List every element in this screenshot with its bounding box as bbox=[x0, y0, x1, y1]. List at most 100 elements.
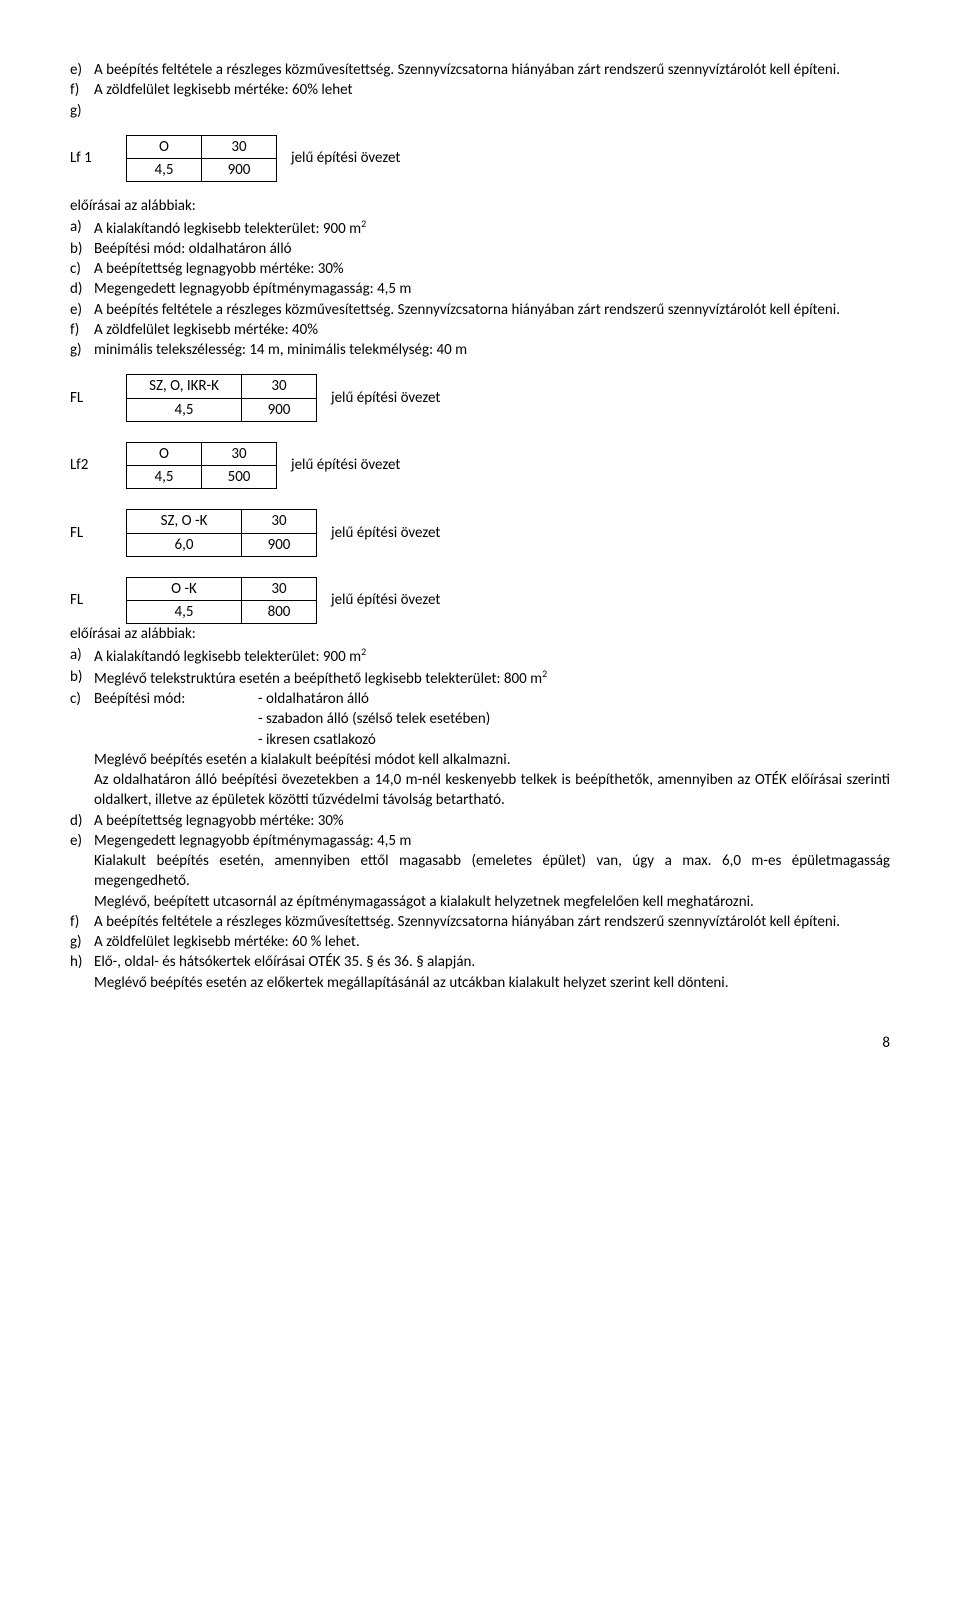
content: Beépítési mód:- oldalhatáron álló bbox=[94, 689, 890, 709]
zone-fl3: FL O -K 30 4,5 800 jelű építési övezet bbox=[70, 577, 890, 625]
cell: 6,0 bbox=[127, 533, 242, 556]
text: Meglévő telekstruktúra esetén a beépíthe… bbox=[94, 670, 542, 688]
marker: f) bbox=[70, 912, 94, 932]
sec2-b: b) Beépítési mód: oldalhatáron álló bbox=[70, 239, 890, 259]
cell: 30 bbox=[242, 510, 317, 533]
marker: e) bbox=[70, 300, 94, 320]
sec2-d: d) Megengedett legnagyobb építménymagass… bbox=[70, 279, 890, 299]
zone-fl1: FL SZ, O, IKR-K 30 4,5 900 jelű építési … bbox=[70, 374, 890, 422]
cell: 4,5 bbox=[127, 601, 242, 624]
cell: 800 bbox=[242, 601, 317, 624]
zone-fl2: FL SZ, O -K 30 6,0 900 jelű építési övez… bbox=[70, 509, 890, 557]
content: A beépítés feltétele a részleges közműve… bbox=[94, 300, 890, 320]
marker: e) bbox=[70, 831, 94, 851]
zone-lf1-label: Lf 1 bbox=[70, 148, 126, 168]
content: Megengedett legnagyobb építménymagasság:… bbox=[94, 279, 890, 299]
cell: 900 bbox=[242, 533, 317, 556]
e-p2: Meglévő, beépített utcasornál az építmén… bbox=[70, 892, 890, 912]
content: A zöldfelület legkisebb mértéke: 40% bbox=[94, 320, 890, 340]
sec3-c: c) Beépítési mód:- oldalhatáron álló bbox=[70, 689, 890, 709]
sec3-a: a) A kialakítandó legkisebb telekterület… bbox=[70, 645, 890, 667]
zone-lf2-table: O 30 4,5 500 bbox=[126, 442, 277, 490]
marker: d) bbox=[70, 279, 94, 299]
content: Megengedett legnagyobb építménymagasság:… bbox=[94, 831, 890, 851]
content: Meglévő telekstruktúra esetén a beépíthe… bbox=[94, 667, 890, 689]
zone-lf1-table: O 30 4,5 900 bbox=[126, 135, 277, 183]
item-g: g) bbox=[70, 101, 890, 121]
marker: d) bbox=[70, 811, 94, 831]
sec2-lead: előírásai az alábbiak: bbox=[70, 196, 890, 216]
e-p1: Kialakult beépítés esetén, amennyiben et… bbox=[70, 851, 890, 892]
content: Elő-, oldal- és hátsókertek előírásai OT… bbox=[94, 952, 890, 972]
zone-label: FL bbox=[70, 523, 126, 543]
content: A beépítettség legnagyobb mértéke: 30% bbox=[94, 259, 890, 279]
cell: 30 bbox=[242, 375, 317, 398]
cell: SZ, O, IKR-K bbox=[127, 375, 242, 398]
zone-lf1: Lf 1 O 30 4,5 900 jelű építési övezet bbox=[70, 135, 890, 183]
sec3-lead: előírásai az alábbiak: bbox=[70, 624, 890, 644]
marker: b) bbox=[70, 239, 94, 259]
item-f: f) A zöldfelület legkisebb mértéke: 60% … bbox=[70, 80, 890, 100]
cell: 30 bbox=[202, 442, 277, 465]
content: A beépítés feltétele a részleges közműve… bbox=[94, 912, 890, 932]
c-v1: - oldalhatáron álló bbox=[258, 690, 369, 708]
marker: g) bbox=[70, 340, 94, 360]
content: A beépítettség legnagyobb mértéke: 30% bbox=[94, 811, 890, 831]
cell: 30 bbox=[202, 135, 277, 158]
c-v2: - szabadon álló (szélső telek esetében) bbox=[70, 709, 890, 729]
cell: 4,5 bbox=[127, 159, 202, 182]
zone-suffix: jelű építési övezet bbox=[317, 388, 440, 408]
sec2-a: a) A kialakítandó legkisebb telekterület… bbox=[70, 217, 890, 239]
zone-label: Lf2 bbox=[70, 455, 126, 475]
zone-lf1-suffix: jelű építési övezet bbox=[277, 148, 400, 168]
content-f: A zöldfelület legkisebb mértéke: 60% leh… bbox=[94, 80, 890, 100]
marker: b) bbox=[70, 667, 94, 689]
zone-label: FL bbox=[70, 590, 126, 610]
zone-suffix: jelű építési övezet bbox=[277, 455, 400, 475]
sec2-c: c) A beépítettség legnagyobb mértéke: 30… bbox=[70, 259, 890, 279]
marker: a) bbox=[70, 217, 94, 239]
c-label: Beépítési mód: bbox=[94, 689, 258, 709]
sec3-e: e) Megengedett legnagyobb építménymagass… bbox=[70, 831, 890, 851]
zone-fl2-table: SZ, O -K 30 6,0 900 bbox=[126, 509, 317, 557]
zone-label: FL bbox=[70, 388, 126, 408]
marker: a) bbox=[70, 645, 94, 667]
sup: 2 bbox=[361, 217, 366, 230]
cell: 900 bbox=[202, 159, 277, 182]
content: A kialakítandó legkisebb telekterület: 9… bbox=[94, 645, 890, 667]
content: A kialakítandó legkisebb telekterület: 9… bbox=[94, 217, 890, 239]
sec3-f: f) A beépítés feltétele a részleges közm… bbox=[70, 912, 890, 932]
cell: 4,5 bbox=[127, 398, 242, 421]
content: minimális telekszélesség: 14 m, minimáli… bbox=[94, 340, 890, 360]
item-e: e) A beépítés feltétele a részleges közm… bbox=[70, 60, 890, 80]
zone-fl1-table: SZ, O, IKR-K 30 4,5 900 bbox=[126, 374, 317, 422]
c-p2: Az oldalhatáron álló beépítési övezetekb… bbox=[70, 770, 890, 811]
c-p1: Meglévő beépítés esetén a kialakult beép… bbox=[70, 750, 890, 770]
h-p1: Meglévő beépítés esetén az előkertek meg… bbox=[70, 973, 890, 993]
cell: 30 bbox=[242, 577, 317, 600]
content: A zöldfelület legkisebb mértéke: 60 % le… bbox=[94, 932, 890, 952]
sec2-f: f) A zöldfelület legkisebb mértéke: 40% bbox=[70, 320, 890, 340]
sec3-h: h) Elő-, oldal- és hátsókertek előírásai… bbox=[70, 952, 890, 972]
content-g bbox=[94, 101, 890, 121]
sec3-b: b) Meglévő telekstruktúra esetén a beépí… bbox=[70, 667, 890, 689]
marker: c) bbox=[70, 259, 94, 279]
sec3-g: g) A zöldfelület legkisebb mértéke: 60 %… bbox=[70, 932, 890, 952]
content: Beépítési mód: oldalhatáron álló bbox=[94, 239, 890, 259]
zone-suffix: jelű építési övezet bbox=[317, 590, 440, 610]
zone-lf2: Lf2 O 30 4,5 500 jelű építési övezet bbox=[70, 442, 890, 490]
marker-e: e) bbox=[70, 60, 94, 80]
sec2-g: g) minimális telekszélesség: 14 m, minim… bbox=[70, 340, 890, 360]
marker-f: f) bbox=[70, 80, 94, 100]
content-e: A beépítés feltétele a részleges közműve… bbox=[94, 60, 890, 80]
cell: SZ, O -K bbox=[127, 510, 242, 533]
cell: 500 bbox=[202, 466, 277, 489]
cell: O bbox=[127, 135, 202, 158]
marker: c) bbox=[70, 689, 94, 709]
sup: 2 bbox=[542, 667, 547, 680]
zone-fl3-table: O -K 30 4,5 800 bbox=[126, 577, 317, 625]
cell: 900 bbox=[242, 398, 317, 421]
cell: O bbox=[127, 442, 202, 465]
page-number: 8 bbox=[70, 1033, 890, 1053]
text: A kialakítandó legkisebb telekterület: 9… bbox=[94, 220, 361, 238]
